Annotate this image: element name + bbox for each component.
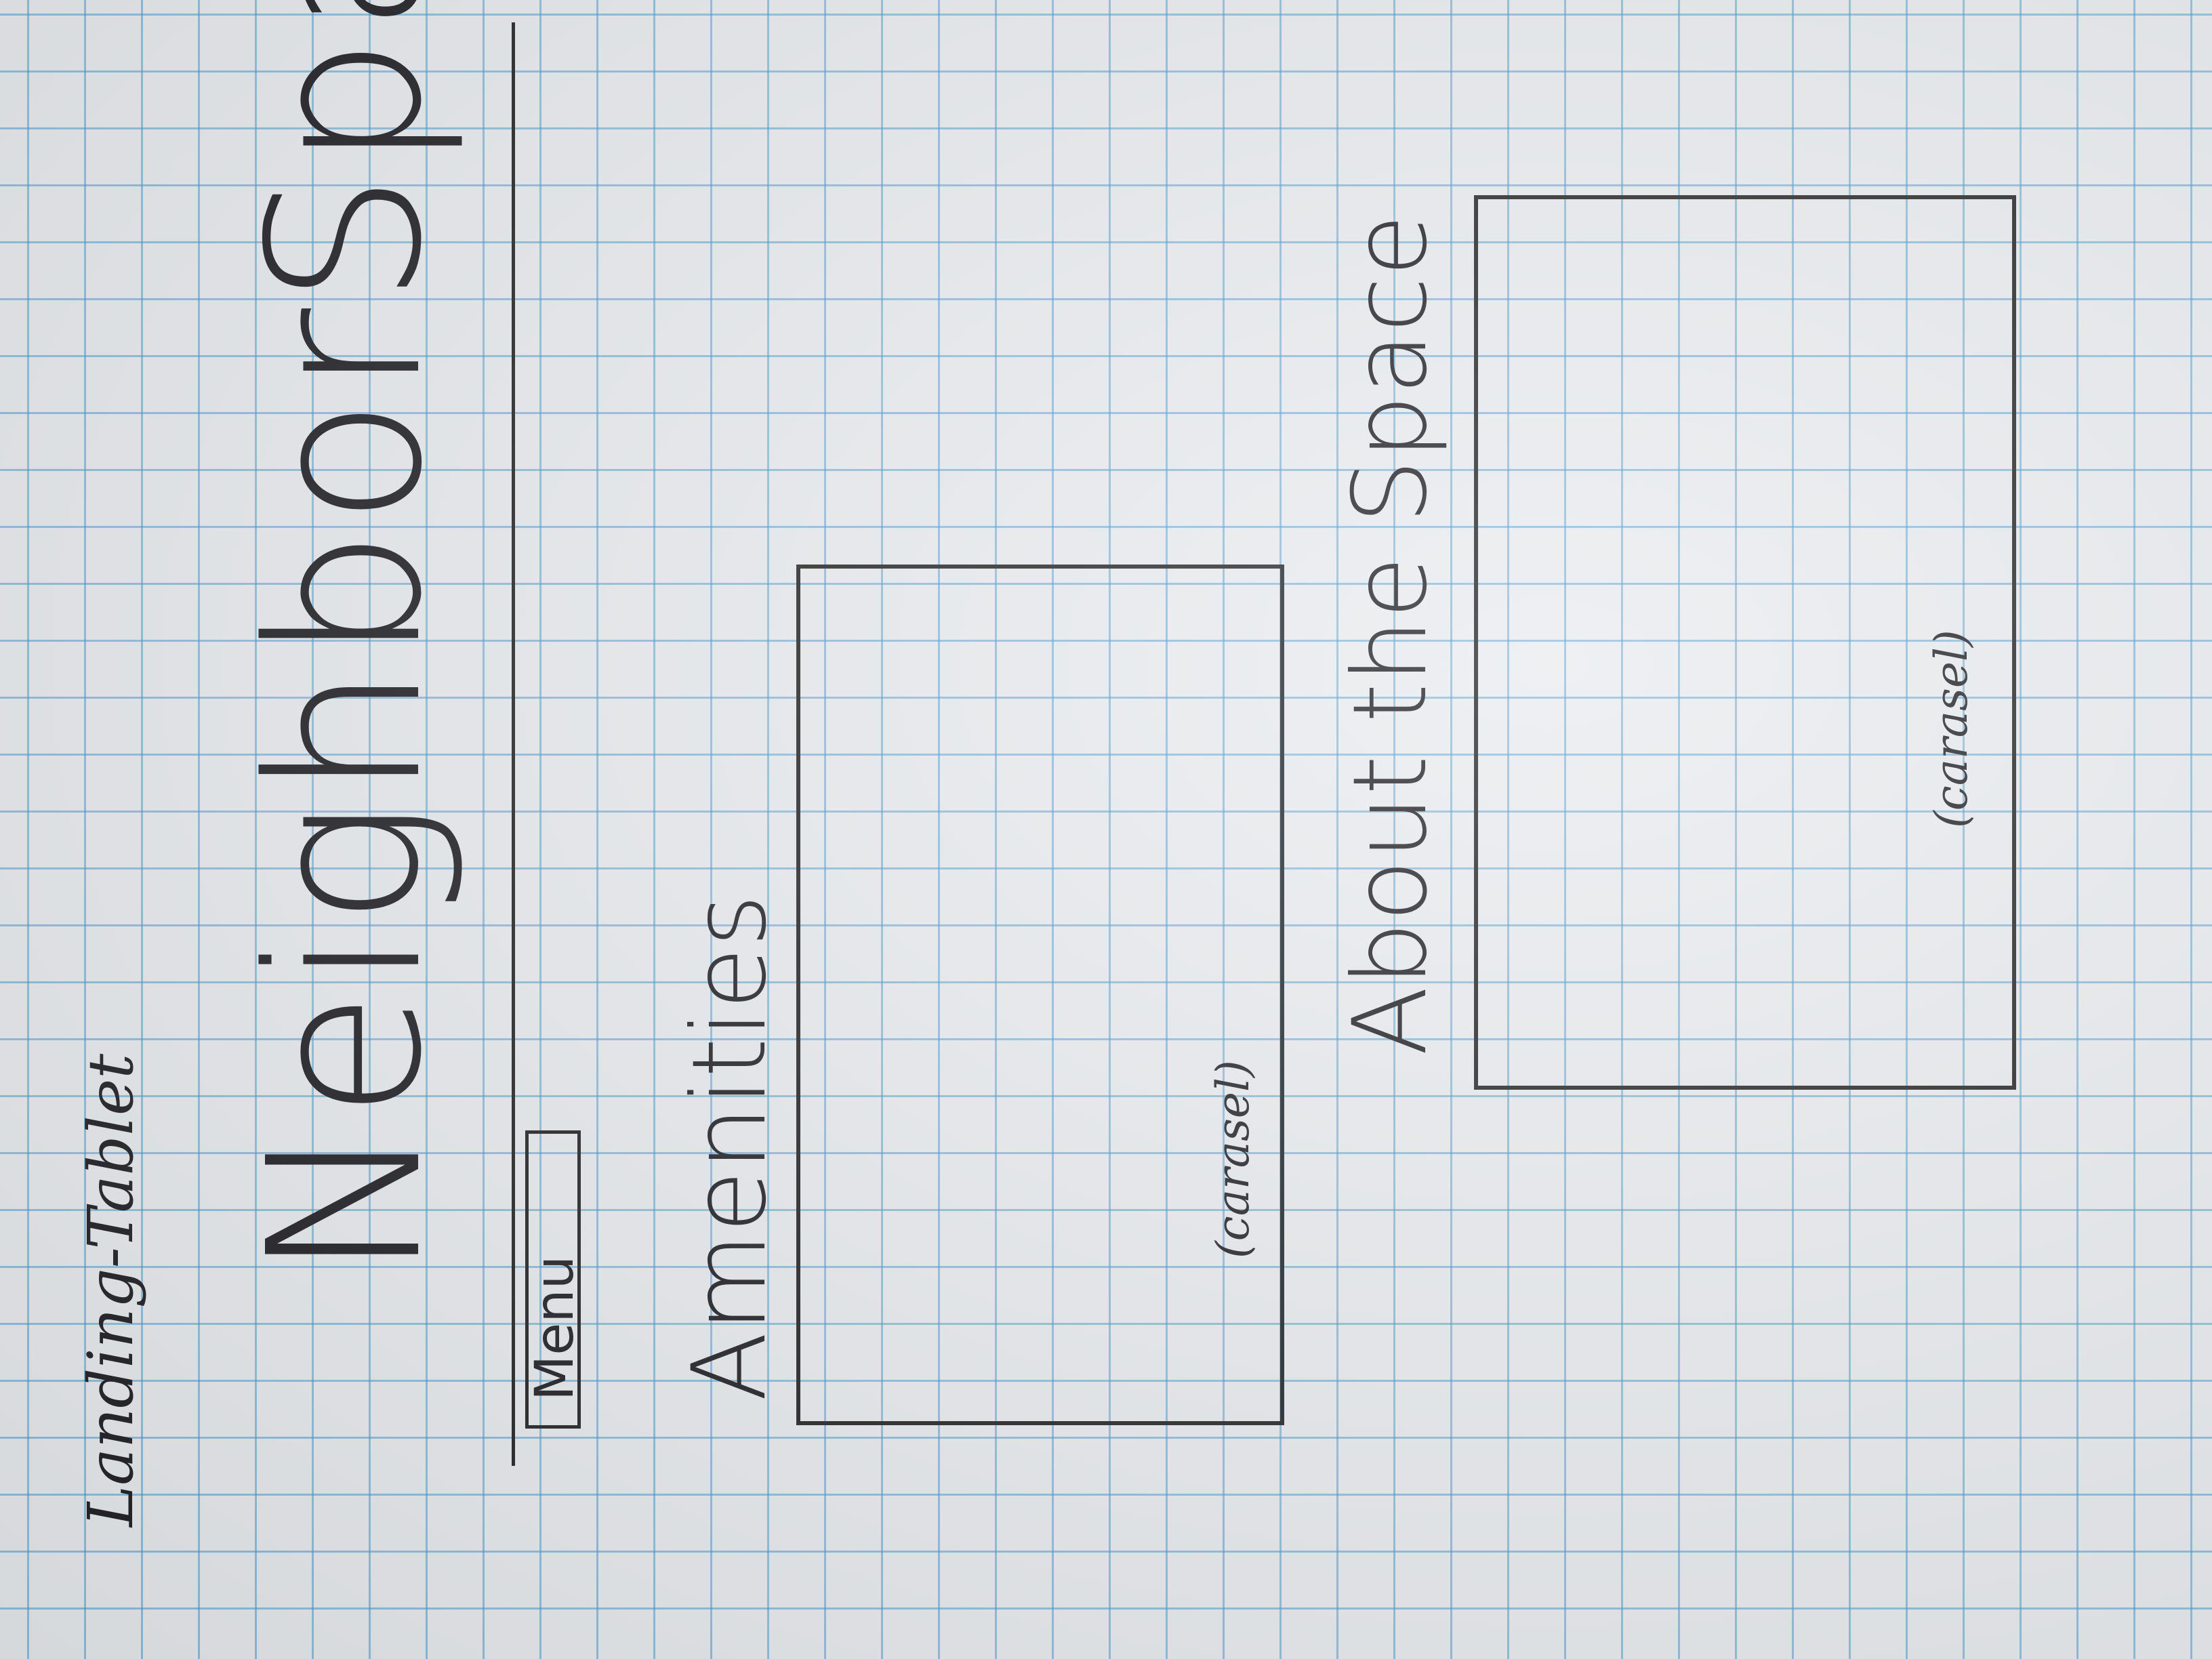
brand-logo-text: NeighborSpace <box>224 0 468 1279</box>
header-divider <box>512 22 515 1466</box>
about-heading: About the Space <box>1332 213 1450 1056</box>
amenities-carousel[interactable]: (carasel) <box>796 565 1284 1425</box>
page-label: Landing-Tablet <box>75 1053 147 1527</box>
menu-button[interactable]: Menu <box>525 1130 586 1429</box>
about-carousel-label: (carasel) <box>1925 630 1978 828</box>
amenities-heading: Amenities <box>671 894 789 1401</box>
about-carousel[interactable]: (carasel) <box>1474 195 2016 1090</box>
amenities-carousel-label: (carasel) <box>1207 1060 1259 1258</box>
menu-button-label: Menu <box>525 1255 586 1401</box>
